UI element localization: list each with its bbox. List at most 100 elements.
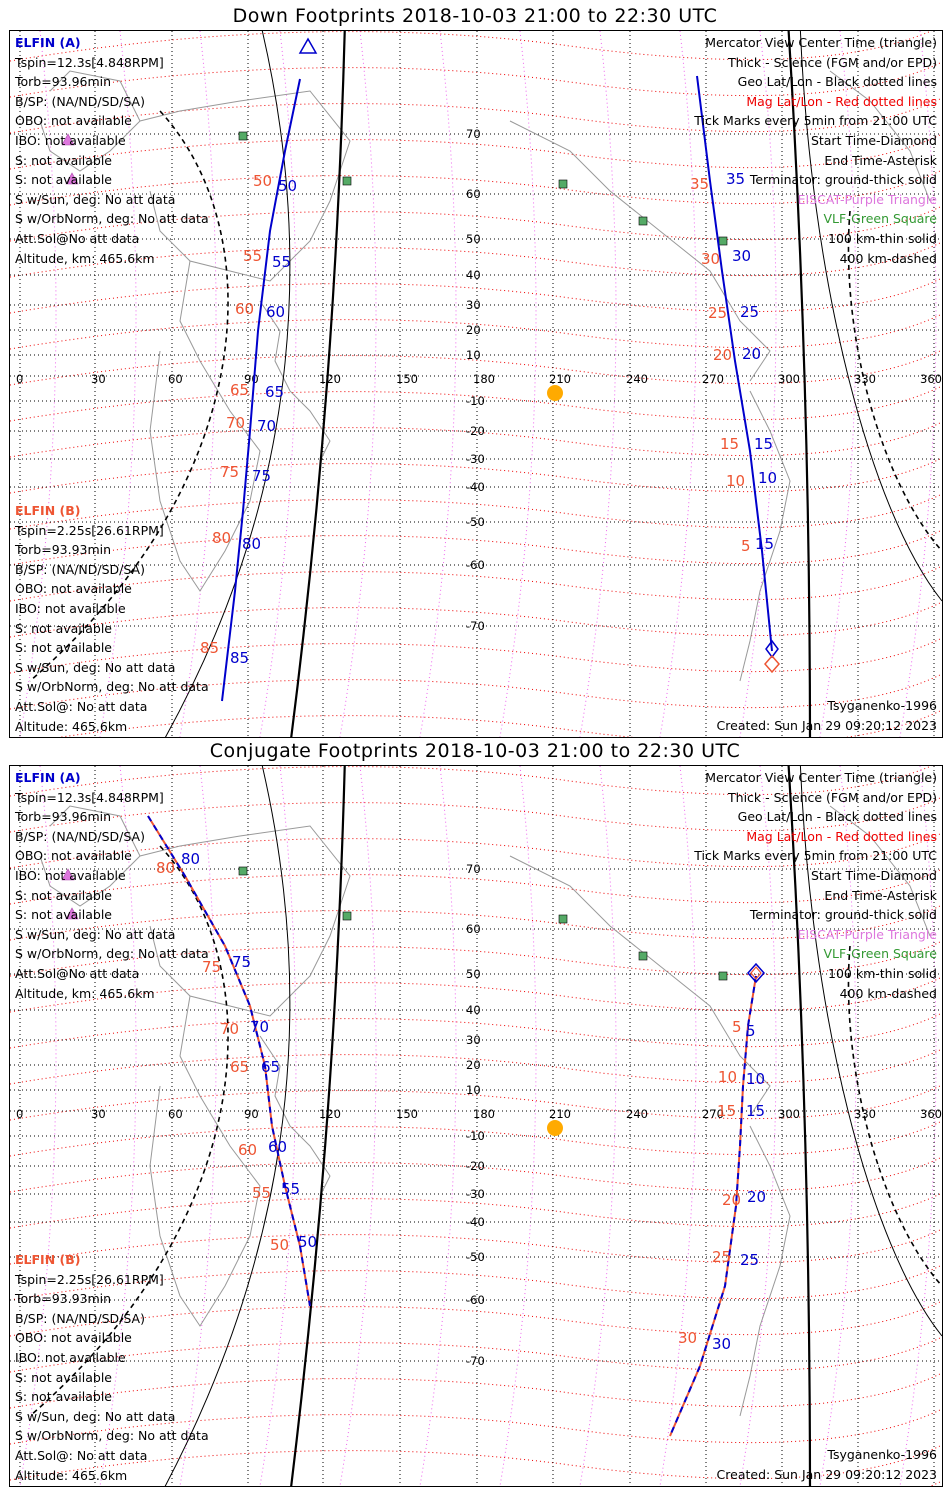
track-label-a: 50 (298, 1233, 317, 1251)
mag-latitude-line (10, 673, 942, 710)
track-label-b: 85 (200, 639, 219, 657)
mag-longitude-line (179, 31, 217, 737)
track-label-a: 35 (726, 170, 745, 188)
track-label-a: 65 (265, 383, 284, 401)
sat-b-line: S: not available (15, 620, 112, 636)
track-label-b: 80 (156, 859, 175, 877)
latitude-tick-label: 20 (466, 323, 481, 337)
mag-longitude-line (419, 31, 457, 737)
longitude-tick-label: 240 (626, 372, 648, 386)
mag-latitude-line (10, 385, 942, 422)
longitude-tick-label: 360 (920, 1107, 942, 1121)
legend-line: Thick - Science (FGM and/or EPD) (728, 54, 937, 70)
legend-line: Terminator: ground-thick solid (749, 907, 937, 923)
sat-b-line: IBO: not available (15, 1349, 126, 1365)
legend-line: End Time-Asterisk (824, 152, 937, 168)
terminator-400km-line (847, 945, 942, 1287)
coastline (509, 855, 771, 1117)
track-label-b: 25 (712, 1248, 731, 1266)
longitude-tick-label: 0 (16, 372, 23, 386)
mag-latitude-line (10, 241, 942, 278)
track-label-a: 85 (230, 649, 249, 667)
vlf-station-square (638, 951, 648, 961)
sat-a-name: ELFIN (A) (15, 35, 81, 50)
track-label-a: 20 (742, 345, 761, 363)
latitude-tick-label: -40 (466, 1215, 485, 1229)
sat-a-line: Att.Sol@No att data (15, 965, 140, 981)
mag-latitude-line (10, 904, 942, 941)
latitude-tick-label: -30 (466, 452, 485, 466)
vlf-station-square (718, 971, 728, 981)
latitude-tick-label: -20 (466, 1159, 485, 1173)
vlf-station-square (342, 176, 352, 186)
elfin-a-track (147, 815, 311, 1307)
track-label-b: 60 (235, 300, 254, 318)
model-name: Tsyganenko-1996 (827, 1447, 937, 1462)
coastline (259, 300, 331, 462)
track-label-b: 20 (713, 346, 732, 364)
latitude-tick-label: 40 (466, 268, 481, 282)
mag-longitude-line (339, 31, 377, 737)
track-label-b: 10 (718, 1068, 737, 1086)
track-label-b: 20 (722, 1191, 741, 1209)
track-label-a: 50 (278, 177, 297, 195)
track-label-b: 30 (701, 250, 720, 268)
conjugate-footprints-panel: 0 30 60 90 120 150 180 210 240 270 300 330 360 70 60 50… (9, 765, 943, 1487)
down-footprints-title: Down Footprints 2018-10-03 21:00 to 22:3… (232, 5, 718, 27)
sat-a-line: OBO: not available (15, 848, 132, 864)
mag-longitude-line (579, 31, 617, 737)
track-label-a: 65 (261, 1058, 280, 1076)
sat-b-line: Tspin=2.25s[26.61RPM] (15, 522, 164, 538)
mag-longitude-line (659, 766, 697, 1486)
terminator-ground-line (787, 766, 812, 1486)
terminator-400km-line (29, 845, 229, 1417)
sat-b-line: IBO: not available (15, 600, 126, 616)
sat-b-line: B/SP: (NA/ND/SD/SA) (15, 561, 145, 577)
mag-longitude-line (179, 766, 217, 1486)
longitude-tick-label: 180 (473, 372, 495, 386)
legend-line: 100 km-thin solid (828, 965, 937, 981)
mag-latitude-line (10, 1012, 942, 1049)
mag-latitude-line (10, 493, 942, 530)
vlf-station-square (238, 866, 248, 876)
track-label-a: 80 (242, 535, 261, 553)
legend-line: 100 km-thin solid (828, 230, 937, 246)
conjugate-map[interactable]: 0 30 60 90 120 150 180 210 240 270 300 330 360 70 60 50… (10, 766, 942, 1486)
longitude-tick-label: 180 (473, 1107, 495, 1121)
track-label-b: 15 (717, 1102, 736, 1120)
latitude-tick-label: -10 (466, 394, 485, 408)
sat-a-name: ELFIN (A) (15, 770, 81, 785)
conjugate-footprints-title: Conjugate Footprints 2018-10-03 21:00 to… (209, 740, 741, 762)
mag-latitude-line (10, 169, 942, 206)
track-label-a: 15 (754, 435, 773, 453)
eiscat-station-triangle (65, 172, 79, 185)
sat-b-name: ELFIN (B) (15, 1252, 81, 1267)
sat-a-line: Att.Sol@No att data (15, 230, 140, 246)
mag-latitude-line (10, 1048, 942, 1085)
track-label-a: 60 (266, 303, 285, 321)
down-map[interactable]: 0 30 60 90 120 150 180 210 240 270 300 330 360706050… (10, 31, 942, 737)
sat-a-line: Altitude, km: 465.6km (15, 985, 155, 1001)
start-time-diamond (764, 654, 780, 674)
sat-b-line: OBO: not available (15, 1330, 132, 1346)
sat-b-name: ELFIN (B) (15, 503, 81, 518)
latitude-tick-label: 20 (466, 1058, 481, 1072)
track-label-b: 15 (720, 435, 739, 453)
eiscat-station-triangle (61, 133, 75, 146)
mag-latitude-line (10, 1300, 942, 1337)
map-legend-right: Mercator View Center Time (triangle) Thi… (694, 768, 937, 1003)
mag-latitude-line (10, 1444, 942, 1481)
longitude-tick-label: 300 (778, 372, 800, 386)
legend-line: End Time-Asterisk (824, 887, 937, 903)
track-label-a: 80 (181, 850, 200, 868)
mag-latitude-line (10, 1120, 942, 1157)
sat-b-legend: ELFIN (B) Tspin=2.25s[26.61RPM] Torb=93.… (15, 1250, 209, 1485)
sat-b-line: Att.Sol@: No att data (15, 698, 148, 714)
legend-line: 400 km-dashed (839, 250, 937, 266)
sat-b-line: Torb=93.93min (15, 1291, 112, 1307)
model-name: Tsyganenko-1996 (827, 698, 937, 713)
sat-b-line: S w/Sun, deg: No att data (15, 659, 176, 675)
mag-latitude-line (10, 31, 933, 62)
mag-latitude-line (10, 1372, 942, 1409)
track-label-a: 25 (740, 303, 759, 321)
